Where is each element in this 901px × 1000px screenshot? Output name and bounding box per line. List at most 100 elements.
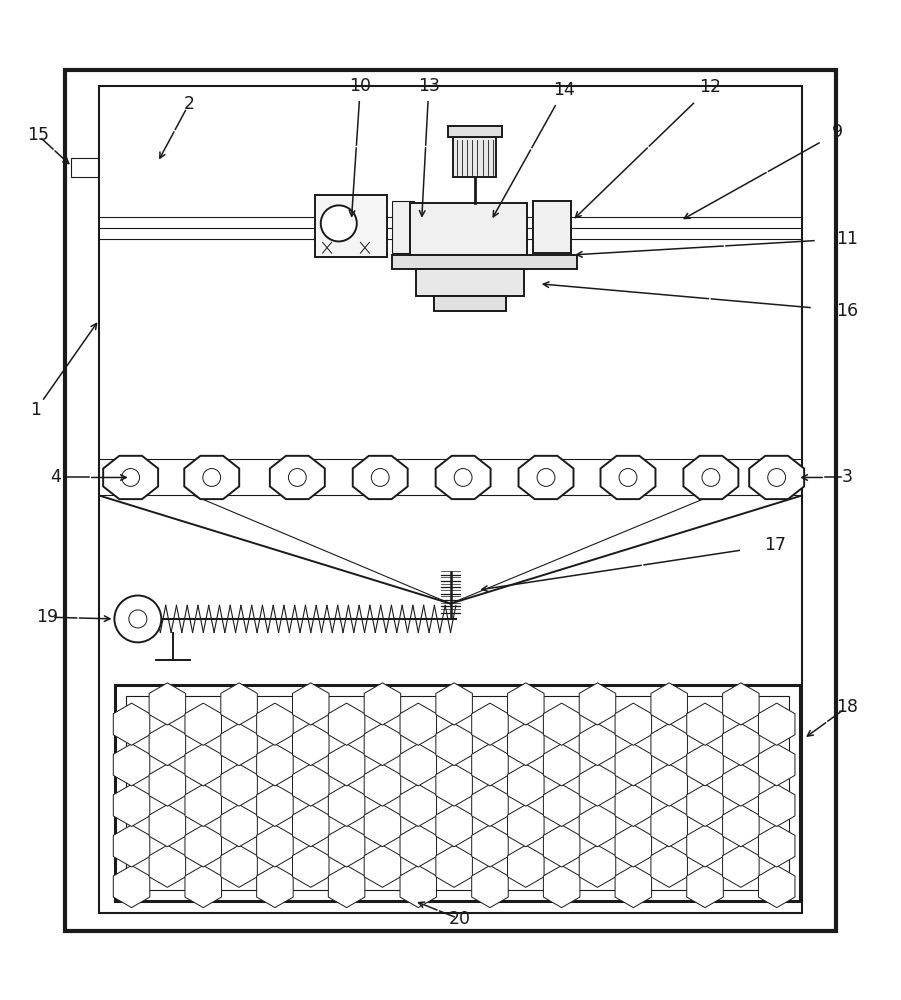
- Polygon shape: [114, 744, 150, 786]
- Polygon shape: [507, 683, 544, 725]
- Polygon shape: [221, 723, 258, 766]
- Polygon shape: [472, 744, 508, 786]
- Polygon shape: [328, 865, 365, 908]
- Polygon shape: [543, 744, 580, 786]
- Polygon shape: [257, 865, 293, 908]
- Circle shape: [203, 469, 221, 486]
- Polygon shape: [615, 865, 651, 908]
- Text: 4: 4: [50, 468, 61, 486]
- Polygon shape: [759, 825, 795, 867]
- Polygon shape: [436, 764, 472, 806]
- Polygon shape: [472, 784, 508, 826]
- Polygon shape: [759, 703, 795, 745]
- Polygon shape: [221, 764, 258, 806]
- Polygon shape: [150, 845, 186, 887]
- Polygon shape: [579, 683, 615, 725]
- Polygon shape: [687, 865, 724, 908]
- Polygon shape: [270, 456, 324, 499]
- Polygon shape: [328, 744, 365, 786]
- Polygon shape: [543, 703, 580, 745]
- Polygon shape: [651, 683, 687, 725]
- Polygon shape: [507, 845, 544, 887]
- Circle shape: [114, 596, 161, 642]
- Polygon shape: [543, 784, 580, 826]
- Polygon shape: [759, 784, 795, 826]
- Polygon shape: [293, 683, 329, 725]
- Text: 9: 9: [833, 123, 843, 141]
- Polygon shape: [114, 703, 150, 745]
- Bar: [126, 696, 789, 890]
- Text: 3: 3: [842, 468, 852, 486]
- Polygon shape: [615, 784, 651, 826]
- Text: 1: 1: [31, 401, 41, 419]
- Polygon shape: [519, 456, 573, 499]
- Polygon shape: [400, 784, 437, 826]
- Polygon shape: [185, 744, 222, 786]
- Polygon shape: [364, 723, 401, 766]
- Polygon shape: [257, 703, 293, 745]
- Polygon shape: [150, 723, 186, 766]
- Polygon shape: [114, 825, 150, 867]
- Bar: [434, 296, 506, 311]
- Polygon shape: [684, 456, 738, 499]
- Polygon shape: [687, 825, 724, 867]
- Circle shape: [619, 469, 637, 486]
- Polygon shape: [507, 723, 544, 766]
- Polygon shape: [328, 825, 365, 867]
- Polygon shape: [723, 723, 760, 766]
- Circle shape: [288, 469, 306, 486]
- Polygon shape: [507, 764, 544, 806]
- Polygon shape: [364, 683, 401, 725]
- Polygon shape: [687, 744, 724, 786]
- Circle shape: [371, 469, 389, 486]
- Text: 18: 18: [836, 698, 858, 716]
- Polygon shape: [293, 845, 329, 887]
- Text: 19: 19: [36, 608, 58, 626]
- Polygon shape: [436, 845, 472, 887]
- Bar: [533, 201, 571, 253]
- Circle shape: [321, 205, 357, 241]
- Polygon shape: [651, 764, 687, 806]
- Polygon shape: [221, 805, 258, 847]
- Polygon shape: [579, 723, 615, 766]
- Polygon shape: [150, 764, 186, 806]
- Polygon shape: [257, 825, 293, 867]
- Bar: [71, 158, 98, 177]
- Text: 15: 15: [27, 126, 49, 144]
- Polygon shape: [615, 744, 651, 786]
- Text: 17: 17: [764, 536, 786, 554]
- Polygon shape: [750, 456, 804, 499]
- Polygon shape: [114, 784, 150, 826]
- Polygon shape: [185, 784, 222, 826]
- Polygon shape: [436, 456, 490, 499]
- Text: 14: 14: [553, 81, 575, 99]
- Polygon shape: [723, 845, 760, 887]
- Text: 20: 20: [449, 910, 470, 928]
- Polygon shape: [185, 865, 222, 908]
- Polygon shape: [723, 764, 760, 806]
- Circle shape: [129, 610, 147, 628]
- Polygon shape: [543, 865, 580, 908]
- Polygon shape: [579, 845, 615, 887]
- Polygon shape: [400, 744, 437, 786]
- Text: 12: 12: [699, 78, 721, 96]
- Polygon shape: [400, 825, 437, 867]
- Polygon shape: [114, 865, 150, 908]
- Polygon shape: [723, 683, 760, 725]
- Polygon shape: [104, 456, 158, 499]
- Circle shape: [768, 469, 786, 486]
- Polygon shape: [257, 744, 293, 786]
- Polygon shape: [543, 825, 580, 867]
- Polygon shape: [364, 845, 401, 887]
- Bar: [115, 685, 800, 901]
- Bar: [99, 86, 802, 913]
- Polygon shape: [436, 723, 472, 766]
- Polygon shape: [615, 825, 651, 867]
- Polygon shape: [293, 764, 329, 806]
- Polygon shape: [651, 805, 687, 847]
- Text: 10: 10: [350, 77, 371, 95]
- Polygon shape: [293, 805, 329, 847]
- Bar: [410, 203, 527, 257]
- Text: 13: 13: [418, 77, 440, 95]
- Polygon shape: [364, 764, 401, 806]
